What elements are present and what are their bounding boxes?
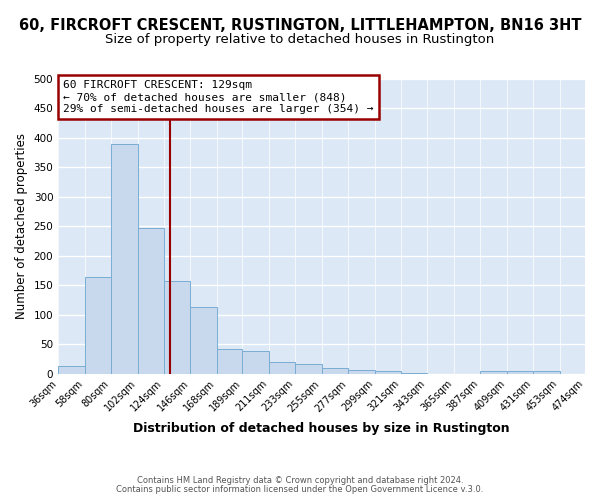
X-axis label: Distribution of detached houses by size in Rustington: Distribution of detached houses by size …: [133, 422, 510, 435]
Text: 60 FIRCROFT CRESCENT: 129sqm
← 70% of detached houses are smaller (848)
29% of s: 60 FIRCROFT CRESCENT: 129sqm ← 70% of de…: [64, 80, 374, 114]
Bar: [85, 276, 111, 374]
Text: Contains HM Land Registry data © Crown copyright and database right 2024.: Contains HM Land Registry data © Crown c…: [137, 476, 463, 485]
Text: Contains public sector information licensed under the Open Government Licence v.: Contains public sector information licen…: [116, 485, 484, 494]
Bar: [322, 368, 348, 374]
Bar: [190, 307, 217, 374]
Bar: [295, 364, 322, 374]
Bar: [111, 144, 137, 374]
Bar: [481, 371, 507, 374]
Text: 60, FIRCROFT CRESCENT, RUSTINGTON, LITTLEHAMPTON, BN16 3HT: 60, FIRCROFT CRESCENT, RUSTINGTON, LITTL…: [19, 18, 581, 32]
Bar: [374, 372, 401, 374]
Bar: [507, 371, 533, 374]
Bar: [217, 349, 242, 374]
Bar: [533, 371, 560, 374]
Bar: [137, 228, 164, 374]
Bar: [242, 351, 269, 374]
Bar: [164, 281, 190, 374]
Y-axis label: Number of detached properties: Number of detached properties: [15, 134, 28, 320]
Bar: [401, 373, 427, 374]
Text: Size of property relative to detached houses in Rustington: Size of property relative to detached ho…: [106, 32, 494, 46]
Bar: [269, 362, 295, 374]
Bar: [58, 366, 85, 374]
Bar: [348, 370, 374, 374]
